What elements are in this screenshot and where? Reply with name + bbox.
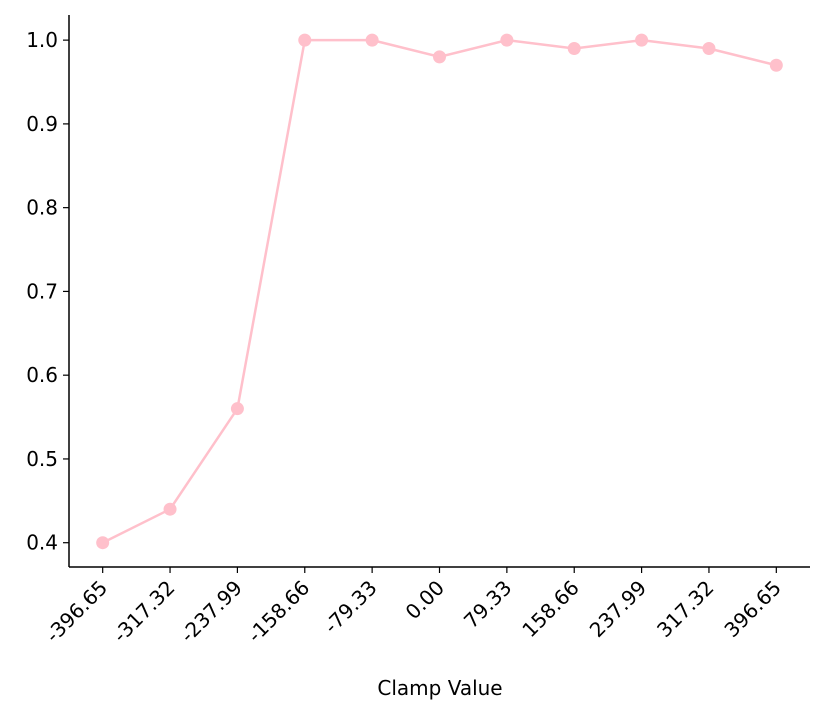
x-tick-label: -237.99 xyxy=(175,576,247,648)
point xyxy=(96,536,110,550)
x-tick-label: 0.00 xyxy=(401,576,449,624)
x-tick-label: 158.66 xyxy=(517,576,583,642)
line xyxy=(102,38,777,544)
x-tick-label: 317.32 xyxy=(652,576,718,642)
point xyxy=(433,50,446,64)
point xyxy=(769,58,783,72)
x-tick-label: 237.99 xyxy=(585,576,651,642)
point xyxy=(230,402,244,416)
y-tick-label: 0.8 xyxy=(26,196,58,220)
y-tick-label: 0.6 xyxy=(26,363,58,387)
point xyxy=(635,33,649,47)
y-tick-label: 0.4 xyxy=(26,531,58,555)
point xyxy=(567,42,581,56)
x-tick-label: -317.32 xyxy=(108,576,180,648)
point xyxy=(500,33,514,47)
point xyxy=(163,502,177,516)
y-tick-label: 0.7 xyxy=(26,279,58,303)
point xyxy=(298,33,312,47)
point xyxy=(702,42,716,56)
point xyxy=(365,33,379,47)
y-tick-label: 0.5 xyxy=(26,447,58,471)
x-tick-label: 79.33 xyxy=(459,576,516,633)
x-tick-label: -158.66 xyxy=(243,576,315,648)
x-tick-label: -79.33 xyxy=(319,576,382,639)
x-tick-label: -396.65 xyxy=(41,576,113,648)
x-tick-label: 396.65 xyxy=(719,576,785,642)
y-tick-label: 0.9 xyxy=(26,112,58,136)
y-tick-label: 1.0 xyxy=(26,28,58,52)
x-axis-label: Clamp Value xyxy=(377,676,502,700)
